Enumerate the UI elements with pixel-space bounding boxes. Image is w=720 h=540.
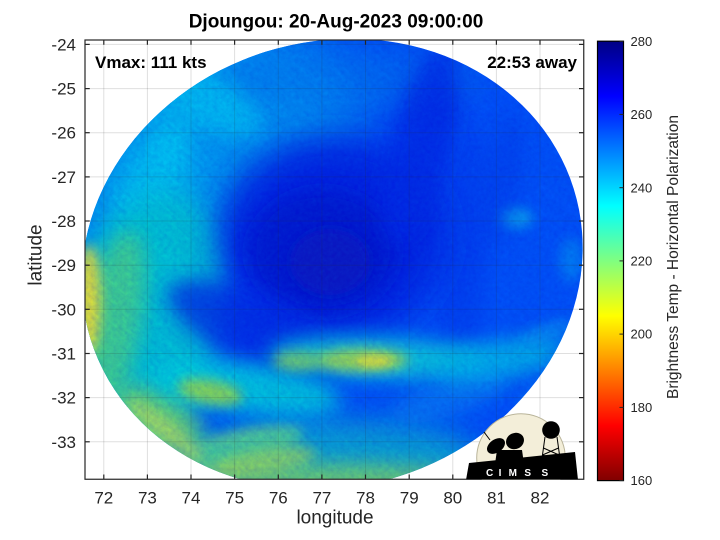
svg-text:180: 180 xyxy=(631,400,653,415)
svg-text:-28: -28 xyxy=(51,212,76,231)
svg-text:latitude: latitude xyxy=(26,224,47,285)
svg-text:82: 82 xyxy=(531,489,550,508)
svg-text:Brightness Temp - Horizontal P: Brightness Temp - Horizontal Polarizatio… xyxy=(665,115,682,399)
svg-text:74: 74 xyxy=(182,489,201,508)
svg-text:22:53 away: 22:53 away xyxy=(487,53,577,72)
svg-text:-33: -33 xyxy=(51,433,76,452)
svg-text:S: S xyxy=(541,468,548,479)
svg-text:80: 80 xyxy=(443,489,462,508)
svg-text:-26: -26 xyxy=(51,124,76,143)
svg-text:75: 75 xyxy=(225,489,244,508)
svg-text:longitude: longitude xyxy=(296,508,373,529)
svg-text:78: 78 xyxy=(356,489,375,508)
svg-text:M: M xyxy=(509,468,517,479)
svg-text:-25: -25 xyxy=(51,80,76,99)
svg-text:-27: -27 xyxy=(51,168,76,187)
svg-text:-30: -30 xyxy=(51,300,76,319)
svg-text:79: 79 xyxy=(400,489,419,508)
svg-text:220: 220 xyxy=(631,254,653,269)
svg-text:280: 280 xyxy=(631,34,653,49)
svg-text:73: 73 xyxy=(138,489,157,508)
svg-text:-24: -24 xyxy=(51,35,76,54)
svg-text:200: 200 xyxy=(631,327,653,342)
svg-text:Djoungou: 20-Aug-2023 09:00:00: Djoungou: 20-Aug-2023 09:00:00 xyxy=(189,12,484,33)
svg-text:-29: -29 xyxy=(51,256,76,275)
svg-text:160: 160 xyxy=(631,473,653,488)
svg-text:240: 240 xyxy=(631,180,653,195)
svg-text:81: 81 xyxy=(487,489,506,508)
svg-text:C: C xyxy=(486,468,493,479)
svg-text:Vmax: 111 kts: Vmax: 111 kts xyxy=(95,53,207,72)
svg-text:I: I xyxy=(499,468,502,479)
svg-text:-31: -31 xyxy=(51,345,76,364)
svg-text:76: 76 xyxy=(269,489,288,508)
svg-text:72: 72 xyxy=(94,489,113,508)
svg-text:S: S xyxy=(524,468,531,479)
svg-text:260: 260 xyxy=(631,107,653,122)
svg-text:-32: -32 xyxy=(51,389,76,408)
svg-text:77: 77 xyxy=(312,489,331,508)
